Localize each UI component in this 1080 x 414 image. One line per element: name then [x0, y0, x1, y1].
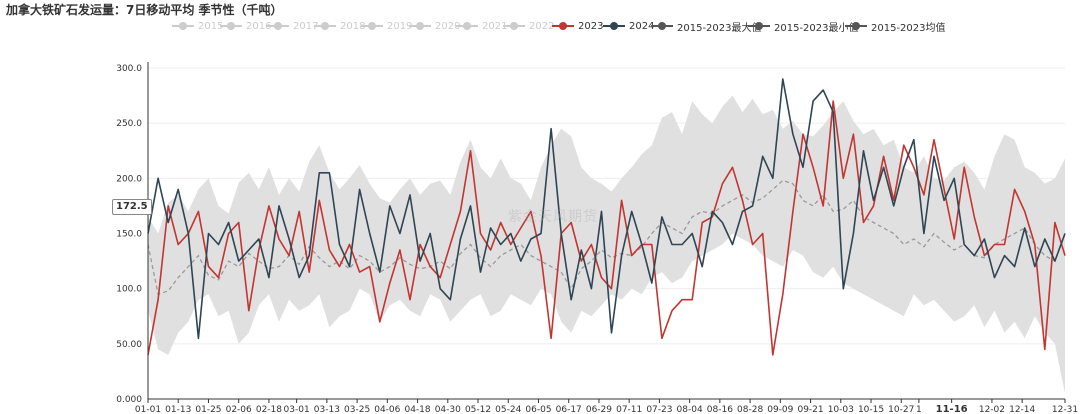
legend-label: 2016: [246, 20, 272, 32]
x-tick-label: 03-13: [314, 405, 340, 414]
x-tick-label: 07-11: [616, 405, 642, 414]
legend-label: 2023: [578, 20, 604, 32]
x-tick-label: 02-06: [226, 405, 252, 414]
legend-swatch-icon: [409, 21, 431, 31]
legend-swatch-icon: [314, 21, 336, 31]
legend-label: 2015-2023最小值: [774, 22, 859, 34]
chart-title: 加拿大铁矿石发运量：7日移动平均 季节性（千吨）: [6, 3, 283, 17]
x-tick-label: 04-18: [404, 405, 430, 414]
legend-label: 2024: [629, 20, 655, 32]
x-tick-label: 08-04: [677, 405, 703, 414]
x-tick-label: 01-25: [195, 405, 221, 414]
x-tick-label: 02-18: [256, 405, 282, 414]
x-tick-label: 01-01: [135, 405, 161, 414]
legend-item-2015[interactable]: 2015: [172, 17, 223, 35]
legend-swatch-icon: [503, 21, 525, 31]
legend-label: 2015: [198, 20, 224, 32]
x-tick-label: 04-30: [435, 405, 461, 414]
watermark: 紫金天风期货: [508, 209, 598, 225]
y-tick-label: 50.00: [116, 340, 142, 350]
legend-swatch-icon: [220, 21, 242, 31]
y-tick-label: 100.0: [116, 285, 142, 295]
x-tick-label: 10-15: [858, 405, 884, 414]
y-tick-label: 0.000: [116, 395, 142, 405]
legend-item-2024[interactable]: 2024: [603, 17, 654, 35]
chart-legend: 2015 2016 2017 2018 2019 2020 2021 2022 …: [0, 17, 1080, 35]
x-tick-label: 08-16: [707, 405, 733, 414]
legend-item-max[interactable]: 2015-2023最大值: [651, 17, 762, 35]
y-tick-label: 250.0: [116, 119, 142, 129]
x-tick-label: 12-14: [1009, 405, 1035, 414]
series-lines: [147, 78, 1066, 356]
legend-swatch-icon: [267, 21, 289, 31]
x-tick-label: 04-06: [374, 405, 400, 414]
series-line-2023: [147, 100, 1066, 356]
legend-label: 2017: [293, 20, 319, 32]
legend-label: 2021: [482, 20, 508, 32]
legend-label: 2015-2023最大值: [677, 22, 762, 34]
x-tick-label: 03-01: [284, 405, 310, 414]
legend-item-2016[interactable]: 2016: [220, 17, 271, 35]
legend-swatch-icon: [651, 21, 673, 31]
legend-swatch-icon: [172, 21, 194, 31]
x-tick-label: 12-31: [1052, 405, 1078, 414]
legend-item-2020[interactable]: 2020: [409, 17, 460, 35]
x-tick-label: 10-03: [828, 405, 854, 414]
series-line-2024: [147, 78, 1066, 340]
legend-label: 2015-2023均值: [871, 22, 946, 34]
legend-item-2018[interactable]: 2018: [314, 17, 365, 35]
x-tick-label: 05-12: [465, 405, 491, 414]
x-tick-label: 07-23: [646, 405, 672, 414]
x-tick-label: 10-27: [888, 405, 914, 414]
legend-swatch-icon: [456, 21, 478, 31]
legend-item-2021[interactable]: 2021: [456, 17, 507, 35]
legend-item-mean[interactable]: 2015-2023均值: [845, 17, 946, 35]
legend-swatch-icon: [603, 21, 625, 31]
y-tick-label: 200.0: [116, 174, 142, 184]
legend-label: 2019: [387, 20, 413, 32]
legend-item-2023[interactable]: 2023: [552, 17, 603, 35]
x-tick-label: 1: [916, 405, 922, 414]
x-tick-label: 06-05: [525, 405, 551, 414]
series-line-mean: [147, 179, 1066, 296]
legend-swatch-icon: [361, 21, 383, 31]
x-tick-label: 09-21: [797, 405, 823, 414]
legend-swatch-icon: [845, 21, 867, 31]
x-tick-label: 03-25: [344, 405, 370, 414]
x-tick-label: 11-16: [936, 404, 968, 414]
band-area: [148, 95, 1065, 394]
x-tick-label: 06-17: [556, 405, 582, 414]
legend-item-2017[interactable]: 2017: [267, 17, 318, 35]
x-tick-label: 01-13: [165, 405, 191, 414]
x-tick-label: 08-28: [737, 405, 763, 414]
legend-item-2019[interactable]: 2019: [361, 17, 412, 35]
min-max-band: [148, 95, 1065, 394]
x-tick-label: 12-02: [979, 405, 1005, 414]
x-tick-label: 09-09: [767, 405, 793, 414]
axes: 0.000 50.00 100.0 150.0 200.0 250.0 300.0 01-01…: [116, 62, 1078, 414]
legend-item-min[interactable]: 2015-2023最小值: [748, 17, 859, 35]
y-tick-label: 300.0: [116, 64, 142, 74]
x-tick-label: 06-29: [586, 405, 612, 414]
legend-label: 2020: [435, 20, 461, 32]
x-tick-label: 05-24: [495, 405, 521, 414]
y-axis-pointer-label: 172.5: [112, 199, 152, 215]
legend-swatch-icon: [748, 21, 770, 31]
legend-item-2022[interactable]: 2022: [503, 17, 554, 35]
legend-label: 2022: [529, 20, 555, 32]
legend-swatch-icon: [552, 21, 574, 31]
y-tick-label: 150.0: [116, 230, 142, 240]
legend-label: 2018: [340, 20, 366, 32]
